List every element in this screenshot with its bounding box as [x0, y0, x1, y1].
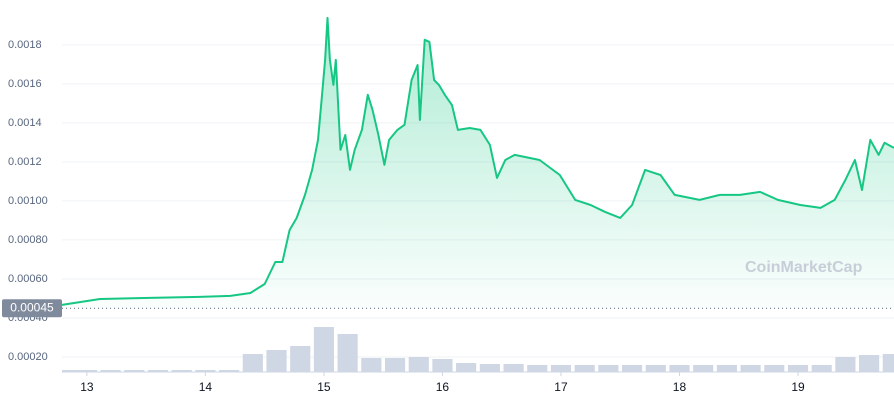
volume-bar — [337, 334, 358, 372]
volume-bar — [527, 365, 548, 372]
area — [62, 17, 894, 309]
volume-bar — [242, 354, 263, 372]
volume-bar — [408, 357, 429, 372]
x-tick-label: 19 — [791, 380, 805, 394]
volume-bar — [622, 365, 643, 372]
y-tick-label: 0.0016 — [8, 78, 42, 90]
volume-bar — [313, 327, 334, 372]
x-tick-label: 15 — [317, 380, 331, 394]
y-tick-label: 0.00060 — [8, 273, 48, 285]
volume-bar — [693, 365, 714, 372]
volume-bar — [787, 365, 809, 372]
watermark: CoinMarketCap — [745, 259, 863, 276]
volume-bar — [290, 346, 311, 372]
volume-bar — [716, 365, 737, 372]
volume-bar — [195, 370, 216, 372]
volume-bar — [147, 370, 169, 372]
x-tick-label: 14 — [199, 380, 213, 394]
y-tick-label: 0.00080 — [8, 234, 48, 246]
volume-bar — [645, 365, 666, 372]
volume-bar — [574, 365, 595, 372]
current-price-box — [2, 299, 62, 318]
volume-bar — [479, 364, 500, 372]
x-tick-label: 17 — [554, 380, 568, 394]
x-tick-label: 13 — [80, 380, 94, 394]
volume-bar — [124, 370, 145, 372]
volume-bar — [740, 365, 761, 372]
volume-bar — [456, 363, 477, 372]
volume-bar — [171, 370, 192, 372]
x-tick-label: 16 — [436, 380, 450, 394]
volume-bar — [859, 355, 880, 372]
y-tick-label: 0.0018 — [8, 39, 42, 51]
x-tick-label: 18 — [673, 380, 687, 394]
volume-bar — [62, 370, 83, 372]
volume-bar — [76, 370, 97, 372]
volume-bar — [811, 365, 832, 372]
volume-bar — [384, 358, 406, 372]
volume-bar — [361, 358, 382, 372]
current-price-label: 0.00045 — [10, 300, 54, 314]
volume-bar — [835, 357, 856, 372]
y-tick-label: 0.0014 — [8, 117, 42, 129]
volume-bar — [764, 365, 785, 372]
y-tick-label: 0.0012 — [8, 156, 42, 168]
volume-bar — [266, 350, 287, 372]
volume-bar — [503, 364, 524, 372]
volume-bar — [100, 370, 121, 372]
volume-bar — [550, 365, 572, 372]
y-tick-label: 0.00020 — [8, 351, 48, 363]
volume-bar — [219, 370, 240, 372]
volume-bar — [598, 365, 619, 372]
volume-bar — [882, 354, 894, 372]
volume-bar — [669, 365, 690, 372]
price-line — [61, 16, 894, 306]
volume-bar — [432, 359, 453, 372]
y-tick-label: 0.00100 — [8, 195, 48, 207]
